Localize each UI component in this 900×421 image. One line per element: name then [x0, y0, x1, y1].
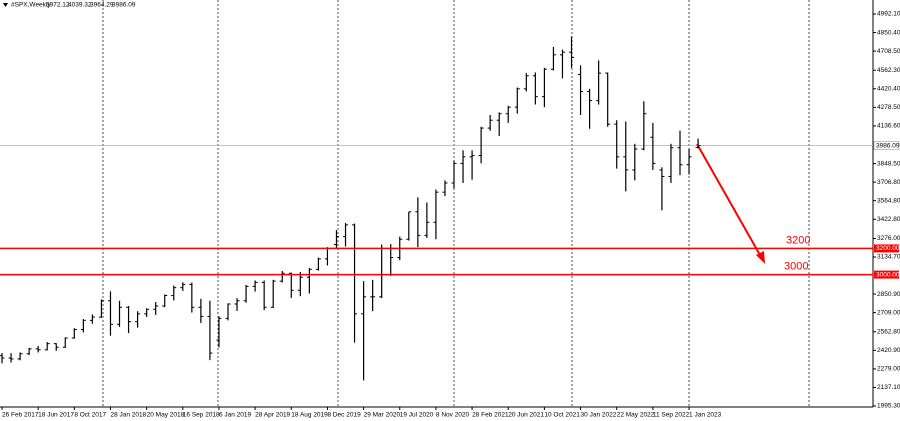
- x-tick-label: 20 Jun 2021: [508, 412, 544, 419]
- x-tick-label: 8 Oct 2017: [74, 412, 106, 419]
- y-tick-label: 3706.80: [877, 179, 900, 186]
- level-price-box: [874, 270, 899, 279]
- x-tick-label: 8 Dec 2019: [327, 412, 361, 419]
- x-tick-label: 18 Jun 2017: [38, 412, 74, 419]
- x-tick-label: 10 Oct 2021: [544, 412, 580, 419]
- last-price-label: 3986.09: [876, 142, 900, 149]
- x-tick-label: 1 Jan 2023: [689, 412, 722, 419]
- x-tick-label: 20 May 2018: [147, 412, 185, 419]
- x-tick-label: 6 Jan 2019: [219, 412, 252, 419]
- y-tick-label: 4708.50: [877, 48, 900, 55]
- chart-title: #SPX,Weekly: [11, 2, 51, 9]
- y-tick-label: 2420.90: [877, 347, 900, 354]
- x-tick-label: 26 Feb 2017: [2, 412, 39, 419]
- price-bars: [0, 36, 701, 381]
- y-tick-label: 3422.80: [877, 216, 900, 223]
- title-value: 4039.32: [68, 2, 92, 9]
- level-text: 3000: [784, 260, 808, 272]
- x-tick-label: 28 Apr 2019: [255, 412, 290, 419]
- arrow-head: [756, 251, 765, 264]
- level-price-label: 3200.00: [876, 245, 900, 252]
- x-tick-label: 28 Jan 2018: [110, 412, 146, 419]
- y-tick-label: 2709.00: [877, 309, 900, 316]
- y-tick-label: 2137.10: [877, 384, 900, 391]
- y-tick-label: 3134.70: [877, 254, 900, 261]
- x-tick-label: 16 Sep 2018: [183, 412, 220, 419]
- y-tick-label: 4850.40: [877, 29, 900, 36]
- y-tick-label: 2850.90: [877, 291, 900, 298]
- forecast-arrow: [696, 143, 765, 264]
- level-price-box: [874, 244, 899, 253]
- level-text: 3200: [786, 234, 810, 246]
- x-tick-label: 28 Feb 2021: [472, 412, 509, 419]
- y-tick-label: 4992.10: [877, 11, 900, 18]
- y-tick-label: 2562.80: [877, 328, 900, 335]
- y-tick-label: 4420.40: [877, 85, 900, 92]
- y-tick-label: 3564.80: [877, 197, 900, 204]
- x-tick-label: 19 Jul 2020: [400, 412, 434, 419]
- y-tick-label: 3848.50: [877, 160, 900, 167]
- y-tick-label: 4562.30: [877, 67, 900, 74]
- y-tick-label: 1995.30: [877, 403, 900, 410]
- x-tick-label: 29 Mar 2020: [364, 412, 401, 419]
- y-tick-label: 2279.00: [877, 366, 900, 373]
- y-tick-label: 3276.00: [877, 235, 900, 242]
- level-price-label: 3000.00: [876, 271, 900, 278]
- x-tick-label: 8 Nov 2020: [436, 412, 470, 419]
- x-tick-label: 11 Sep 2022: [653, 412, 690, 419]
- y-tick-label: 4136.60: [877, 123, 900, 130]
- title-value: 3972.12: [46, 2, 70, 9]
- x-tick-label: 22 May 2022: [617, 412, 655, 419]
- y-tick-label: 4278.50: [877, 104, 900, 111]
- menu-icon[interactable]: [3, 3, 8, 7]
- x-tick-label: 18 Aug 2019: [291, 412, 328, 419]
- title-value: 3986.09: [112, 2, 136, 9]
- last-price-box: [873, 141, 900, 150]
- title-value: 3964.29: [90, 2, 114, 9]
- x-tick-label: 30 Jan 2022: [581, 412, 617, 419]
- arrow-line: [696, 143, 761, 256]
